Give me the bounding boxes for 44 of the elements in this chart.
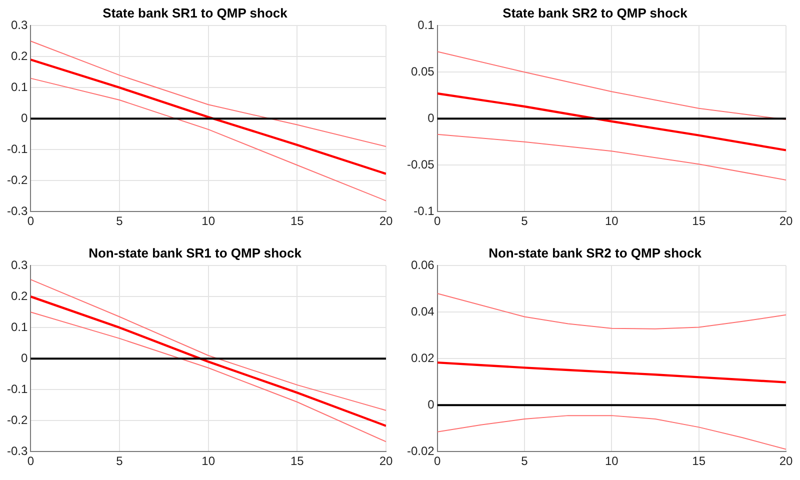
- y-tick-label: 0.04: [410, 304, 435, 318]
- y-tick-label: 0.1: [10, 80, 28, 94]
- y-tick-label: 0.3: [10, 18, 28, 32]
- y-tick-label: 0.2: [10, 48, 28, 63]
- x-tick-label: 10: [604, 454, 619, 468]
- y-tick-label: 0.3: [10, 258, 28, 272]
- x-tick-label: 5: [521, 214, 528, 228]
- y-tick-label: 0.1: [418, 18, 435, 32]
- x-tick-label: 15: [290, 214, 304, 228]
- y-tick-label: -0.2: [6, 412, 28, 427]
- x-tick-label: 10: [202, 214, 216, 228]
- y-tick-label: -0.1: [6, 382, 28, 396]
- y-tick-label: -0.3: [6, 444, 28, 458]
- x-tick-label: 15: [290, 454, 304, 468]
- x-tick-label: 15: [692, 214, 706, 228]
- x-tick-label: 20: [379, 454, 393, 468]
- y-tick-label: -0.3: [6, 204, 28, 218]
- y-tick-label: 0.05: [410, 64, 435, 78]
- chart-title: Non-state bank SR2 to QMP shock: [488, 245, 702, 260]
- y-tick-label: -0.02: [406, 444, 435, 458]
- y-tick-label: 0: [20, 350, 28, 365]
- y-tick-label: 0: [20, 110, 28, 125]
- y-tick-label: 0.2: [10, 288, 28, 303]
- y-tick-label: 0.02: [410, 350, 435, 365]
- y-tick-label: -0.2: [6, 172, 28, 187]
- x-tick-label: 20: [779, 454, 793, 468]
- chart-title: State bank SR2 to QMP shock: [502, 5, 688, 20]
- x-tick-label: 20: [379, 214, 393, 228]
- x-tick-label: 10: [202, 454, 216, 468]
- x-tick-label: 20: [779, 214, 793, 228]
- chart-title: State bank SR1 to QMP shock: [102, 5, 288, 20]
- x-tick-label: 15: [692, 454, 706, 468]
- x-tick-label: 5: [116, 214, 124, 228]
- y-tick-label: 0.06: [410, 258, 435, 272]
- chart-title: Non-state bank SR1 to QMP shock: [88, 245, 302, 260]
- x-tick-label: 5: [116, 454, 124, 468]
- y-tick-label: 0: [428, 110, 435, 125]
- y-tick-label: 0: [428, 397, 435, 412]
- y-tick-label: -0.05: [406, 157, 435, 172]
- y-tick-label: -0.1: [414, 204, 435, 218]
- x-tick-label: 5: [521, 454, 528, 468]
- x-tick-label: 10: [604, 214, 619, 228]
- y-tick-label: -0.1: [6, 142, 28, 156]
- y-tick-label: 0.1: [10, 320, 28, 334]
